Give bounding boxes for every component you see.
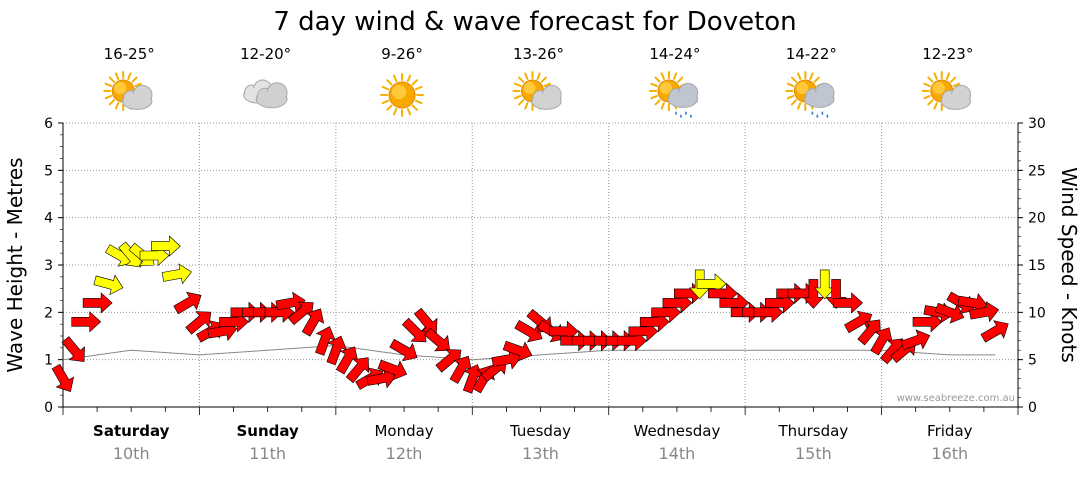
sun-rain-icon bbox=[785, 71, 835, 118]
wind-arrow bbox=[185, 311, 212, 335]
wave-height-line bbox=[62, 344, 996, 361]
wind-arrow bbox=[833, 292, 863, 314]
credit-text: www.seabreeze.com.au bbox=[897, 393, 1015, 404]
wind-arrow bbox=[82, 292, 113, 314]
y2-tick-label: 15 bbox=[1028, 258, 1046, 274]
day-labels: Saturday 10th Sunday 11th Monday 12th Tuesday 1… bbox=[93, 422, 973, 463]
wind-arrow bbox=[61, 336, 85, 363]
y2-tick-label: 25 bbox=[1028, 163, 1046, 179]
day-name-label: Sunday bbox=[236, 422, 299, 440]
wind-arrow bbox=[802, 279, 825, 309]
wind-arrow bbox=[435, 349, 462, 373]
y-tick-label: 1 bbox=[44, 353, 53, 369]
y2-tick-label: 20 bbox=[1028, 211, 1046, 227]
wind-arrow bbox=[502, 340, 533, 362]
y-axis-label: Wave Height - Metres bbox=[3, 157, 27, 372]
wind-arrow bbox=[161, 263, 192, 285]
y-tick-label: 3 bbox=[44, 258, 53, 274]
gridlines bbox=[63, 122, 1018, 407]
day-name-label: Saturday bbox=[93, 422, 170, 440]
wind-arrow bbox=[814, 269, 836, 300]
wind-arrow bbox=[912, 311, 943, 333]
y2-axis-label: Wind Speed - Knots bbox=[1057, 167, 1080, 363]
wind-arrow bbox=[345, 357, 370, 384]
day-date-label: 11th bbox=[249, 444, 286, 463]
wind-arrow bbox=[93, 274, 124, 296]
wind-arrow bbox=[900, 329, 931, 351]
y-tick-label: 2 bbox=[44, 305, 53, 321]
wind-arrow bbox=[275, 291, 306, 313]
wind-arrow bbox=[301, 308, 325, 337]
temperature-label: 12-20° bbox=[240, 45, 291, 63]
day-name-label: Monday bbox=[374, 422, 433, 440]
wind-arrow bbox=[934, 302, 965, 324]
y-tick-label: 5 bbox=[44, 163, 53, 179]
day-date-label: 13th bbox=[522, 444, 559, 463]
wind-arrow bbox=[377, 359, 408, 381]
wind-arrow bbox=[857, 319, 881, 346]
y2-tick-label: 30 bbox=[1028, 116, 1046, 132]
temperature-label: 9-26° bbox=[381, 45, 423, 63]
temperature-row: 16-25° 12-20° 9-26° 13-26° 14-24° 14-22° 12-23… bbox=[104, 45, 974, 63]
wind-arrow bbox=[980, 320, 1009, 343]
wind-arrow bbox=[389, 338, 418, 362]
wind-series bbox=[51, 235, 1009, 394]
wind-arrow bbox=[424, 327, 451, 352]
wind-arrow bbox=[315, 326, 336, 356]
day-date-label: 12th bbox=[386, 444, 423, 463]
y2-tick-label: 10 bbox=[1028, 305, 1046, 321]
day-name-label: Friday bbox=[927, 422, 973, 440]
wind-arrow bbox=[287, 301, 314, 326]
day-name-label: Tuesday bbox=[509, 422, 571, 440]
y-tick-label: 0 bbox=[44, 400, 53, 416]
wave-series bbox=[62, 344, 996, 361]
wind-arrow bbox=[366, 367, 397, 389]
wind-arrow bbox=[151, 235, 181, 257]
temperature-label: 13-26° bbox=[513, 45, 564, 63]
cloud-icon bbox=[243, 79, 288, 109]
wind-arrow bbox=[51, 363, 75, 392]
sun-rain-icon bbox=[648, 71, 699, 118]
sun-cloud-icon bbox=[921, 71, 971, 111]
wind-arrow bbox=[491, 348, 522, 370]
wind-arrow bbox=[71, 311, 102, 333]
wind-arrow bbox=[870, 327, 893, 356]
day-date-label: 14th bbox=[659, 444, 696, 463]
temperature-label: 14-22° bbox=[786, 45, 837, 63]
wind-arrow bbox=[514, 319, 543, 343]
day-name-label: Wednesday bbox=[634, 422, 721, 440]
wind-arrow bbox=[401, 317, 427, 343]
day-date-label: 16th bbox=[931, 444, 968, 463]
sun-cloud-icon bbox=[512, 71, 562, 111]
wind-arrow bbox=[968, 301, 1000, 323]
wind-arrow bbox=[449, 355, 472, 384]
wind-arrow bbox=[326, 335, 348, 366]
temperature-label: 14-24° bbox=[649, 45, 700, 63]
sun-cloud-icon bbox=[103, 71, 153, 111]
wind-arrow bbox=[173, 291, 202, 315]
y-tick-label: 4 bbox=[44, 211, 53, 227]
y-tick-label: 6 bbox=[44, 116, 53, 132]
sun-icon bbox=[380, 73, 425, 117]
wind-arrow bbox=[335, 346, 359, 375]
day-date-label: 15th bbox=[795, 444, 832, 463]
weather-icons-row bbox=[103, 71, 971, 118]
chart-title: 7 day wind & wave forecast for Doveton bbox=[273, 7, 796, 37]
axes: 0 1 2 3 4 5 6 0 5 10 15 20 25 30 bbox=[44, 116, 1046, 416]
y2-tick-label: 0 bbox=[1028, 400, 1037, 416]
temperature-label: 16-25° bbox=[104, 45, 155, 63]
temperature-label: 12-23° bbox=[922, 45, 973, 63]
y2-tick-label: 5 bbox=[1028, 353, 1037, 369]
day-name-label: Thursday bbox=[777, 422, 848, 440]
day-date-label: 10th bbox=[113, 444, 150, 463]
